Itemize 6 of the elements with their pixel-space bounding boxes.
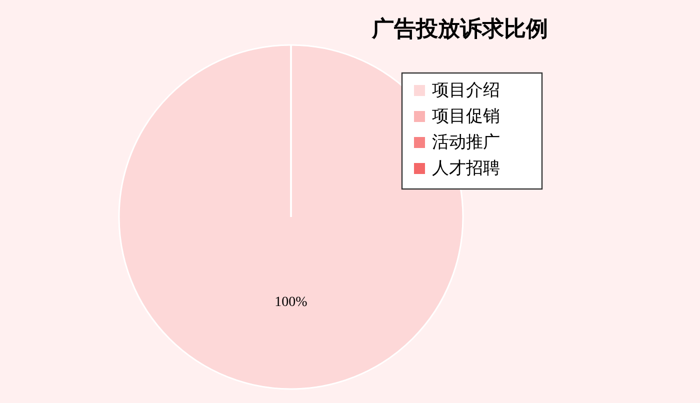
legend-label: 项目促销 — [432, 106, 500, 127]
legend-label: 项目介绍 — [432, 80, 500, 101]
legend-label: 人才招聘 — [432, 158, 500, 179]
data-label: 100% — [274, 295, 308, 310]
legend-label: 活动推广 — [432, 132, 500, 153]
chart-title: 广告投放诉求比例 — [371, 16, 548, 42]
